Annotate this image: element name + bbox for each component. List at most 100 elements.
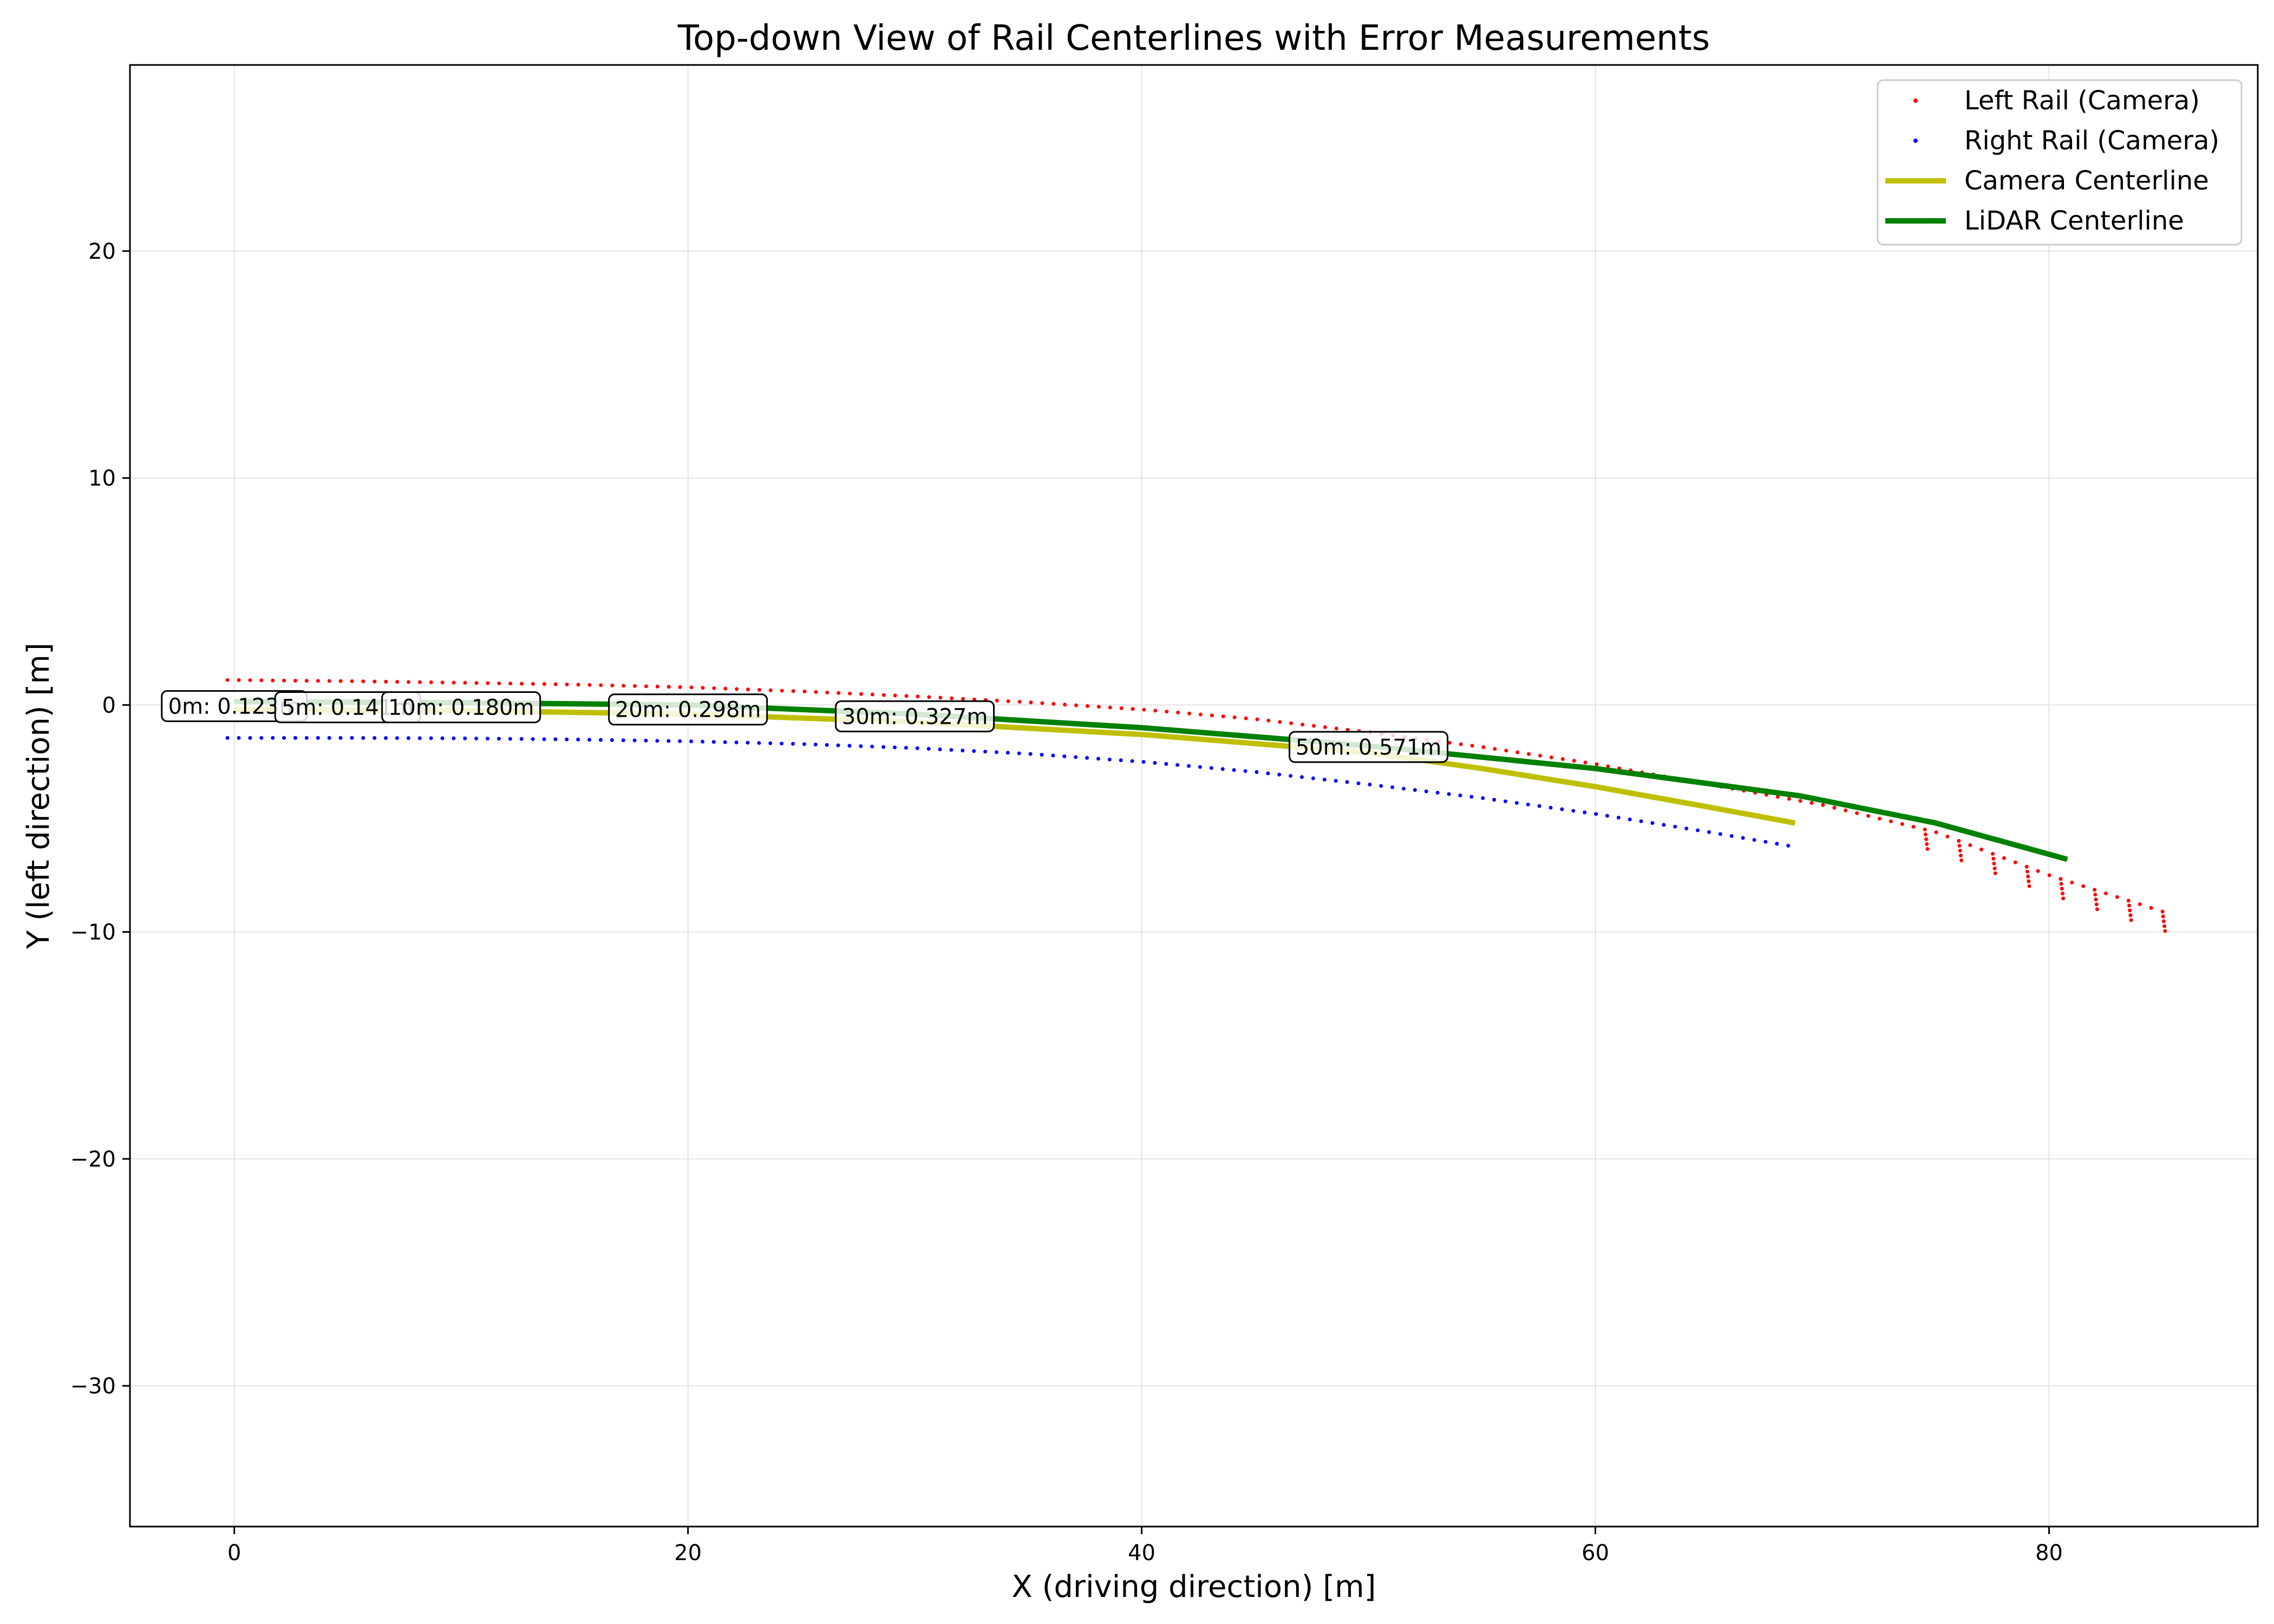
rail-dot [1119,758,1123,762]
rail-dot [1311,776,1315,781]
rail-dot [338,736,343,740]
rail-dot [474,681,479,685]
rail-dot [1628,817,1632,822]
rail-dot [1153,709,1158,713]
rail-dot [1639,819,1643,823]
rail-dot [712,686,716,690]
rail-dot [361,679,365,684]
rail-dot [417,736,422,741]
rail-dot [2059,877,2063,881]
rail-dot [2163,929,2167,933]
rail-dot [2160,909,2165,914]
rail-dot [2013,860,2017,865]
rail-dot [1244,716,1248,721]
rail-dot [1650,821,1655,825]
rail-dot [1775,795,1780,799]
rail-dot [1560,757,1565,761]
rail-dot [2093,893,2097,897]
rail-dot [1481,796,1485,800]
rail-dot [1322,777,1327,782]
rail-dot [429,680,433,684]
rail-dot [1243,769,1247,773]
rail-dot [1515,750,1520,755]
rail-dot [768,741,773,745]
rail-dot [780,742,784,746]
rail-dot [1289,774,1293,778]
rail-dot [1153,761,1157,765]
rail-dot [327,679,331,683]
rail-dot [1492,797,1497,802]
x-axis-label: X (driving direction) [m] [1012,1569,1376,1605]
rail-dot [282,736,286,740]
rail-dot [700,739,704,744]
y-tick-label: 0 [102,693,116,718]
rail-dot [972,749,976,753]
rail-dot [508,682,513,686]
rail-dot [1923,827,1927,831]
rail-dot [802,689,807,693]
rail-dot [1278,720,1282,724]
rail-dot [1775,842,1779,846]
rail-dot [666,685,671,689]
rail-dot [1729,834,1734,838]
rail-dot [1131,707,1135,711]
rail-dot [825,743,829,747]
rail-dot [1334,726,1338,731]
rail-dot [1809,801,1814,805]
rail-dot [440,736,445,741]
rail-dot [259,736,264,740]
rail-dot [1684,826,1689,830]
rail-dot [1958,853,1963,857]
annotation-box [381,691,541,723]
rail-dot [904,694,909,698]
rail-dot [893,745,897,750]
rail-dot [1606,764,1610,769]
rail-dot [1119,706,1123,710]
rail-dot [1959,858,1964,862]
rail-dot [1266,718,1271,723]
rail-dot [565,682,569,686]
rail-dot [1560,807,1564,811]
centerline-point [1141,734,1142,735]
rail-dot [486,681,490,685]
rail-dot [316,736,320,740]
chart-title: Top-down View of Rail Centerlines with E… [677,18,1710,58]
rail-dot [1595,762,1599,767]
centerline-point [2067,859,2068,860]
rail-dot [1605,814,1610,818]
legend-box [1877,79,2243,246]
rail-dot [1968,843,1972,847]
rail-dot [1040,701,1044,705]
rail-dot [2128,908,2132,913]
rail-dot [746,741,750,745]
rail-dot [734,741,739,745]
rail-dot [395,736,399,740]
rail-dot [452,680,456,685]
rail-dot [678,739,682,743]
rail-dot [361,736,365,740]
rail-dot [881,693,886,697]
rail-dot [463,736,467,741]
centerline-point [1799,795,1800,796]
rail-dot [293,736,297,740]
rail-dot [1662,823,1666,827]
rail-dot [1300,775,1304,779]
rail-dot [2162,924,2167,928]
rail-dot [2161,919,2166,924]
rail-dot [1198,765,1203,769]
rail-dot [1572,758,1576,763]
x-tick-label: 60 [1582,1541,1609,1566]
rail-dot [1504,799,1508,803]
rail-dot [757,741,761,745]
rail-dot [576,683,580,687]
rail-dot [1086,704,1090,708]
rail-dot [2115,895,2119,899]
plot-frame [129,64,2259,1528]
rail-dot [508,737,512,741]
rail-dot [2047,873,2051,878]
rail-dot [2026,874,2030,879]
rail-dot [1878,816,1882,821]
rail-dot [1345,780,1349,784]
rail-dot [791,742,795,746]
rail-dot [938,696,943,700]
